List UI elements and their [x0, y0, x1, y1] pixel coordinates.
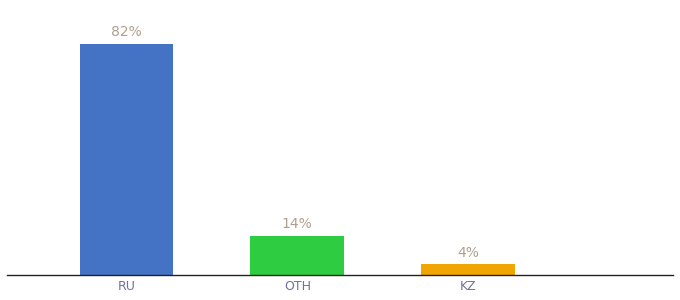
Bar: [250, 236, 344, 275]
Bar: [80, 44, 173, 275]
Text: 82%: 82%: [111, 26, 142, 39]
Bar: [421, 264, 515, 275]
Text: 4%: 4%: [457, 246, 479, 260]
Text: 14%: 14%: [282, 218, 313, 231]
